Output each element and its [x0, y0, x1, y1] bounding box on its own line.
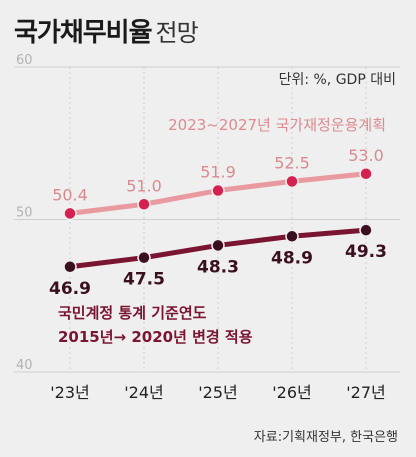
- series-layer: 50.4 51.0 51.9 52.5 53.0 46.9 47.5 48.3 48.9 49.3: [49, 146, 387, 299]
- actual-value-label: 46.9: [49, 279, 91, 299]
- plan-point: [63, 206, 77, 221]
- y-tick-label: 60: [16, 53, 33, 68]
- plan-point: [211, 183, 225, 198]
- chart-title: 국가채무비율 전망: [14, 12, 199, 49]
- plan-point: [285, 174, 299, 189]
- plan-value-label: 52.5: [274, 153, 310, 172]
- actual-point: [211, 238, 225, 253]
- actual-value-label: 48.9: [271, 248, 313, 268]
- plan-point: [137, 197, 151, 211]
- actual-point: [137, 250, 151, 265]
- actual-point: [63, 260, 77, 274]
- x-tick-label: '24년: [124, 383, 163, 402]
- x-tick-label: '27년: [346, 383, 385, 402]
- x-tick-label: '26년: [272, 383, 311, 402]
- actual-value-label: 48.3: [197, 257, 239, 277]
- title-sub: 전망: [155, 19, 199, 47]
- plan-point: [359, 167, 373, 181]
- title-main: 국가채무비율: [14, 18, 153, 48]
- actual-point: [285, 229, 299, 244]
- x-tick-label: '23년: [50, 383, 89, 402]
- actual-point: [359, 223, 373, 237]
- grid-lines: [14, 66, 400, 373]
- actual-value-label: 47.5: [123, 270, 165, 290]
- plan-value-label: 51.9: [200, 163, 236, 182]
- actual-value-label: 49.3: [345, 242, 387, 262]
- plan-series-label: 2023~2027년 국가재정운용계획: [168, 116, 386, 134]
- plan-value-label: 53.0: [348, 146, 384, 165]
- source-label: 자료:기획재정부, 한국은행: [254, 429, 398, 445]
- plan-value-label: 50.4: [52, 185, 88, 204]
- actual-series-note-line2: 2015년→ 2020년 변경 적용: [58, 328, 253, 346]
- unit-label: 단위: %, GDP 대비: [279, 72, 396, 88]
- actual-series-note-line1: 국민계정 통계 기준연도: [58, 304, 207, 322]
- x-tick-label: '25년: [198, 383, 237, 402]
- plan-value-label: 51.0: [126, 176, 162, 195]
- axis-ticks: 60 50 40 '23년 '24년 '25년 '26년 '27년: [16, 53, 386, 402]
- y-tick-label: 50: [16, 206, 33, 221]
- y-tick-label: 40: [16, 358, 33, 373]
